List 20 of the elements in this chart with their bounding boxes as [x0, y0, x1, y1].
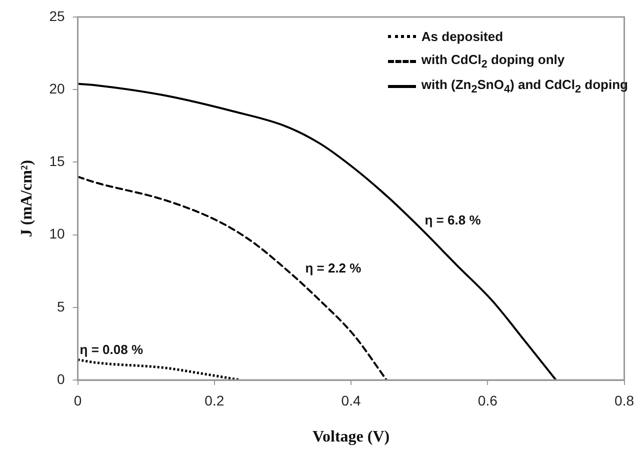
y-tick-label: 15	[49, 153, 65, 170]
x-tick-label: 0.4	[341, 392, 361, 408]
y-tick-label: 0	[56, 370, 65, 387]
y-tick-label: 25	[49, 8, 65, 24]
annotation: η = 6.8 %	[424, 212, 482, 228]
legend-label: with (Zn$_{2}$SnO$_{4}$) and CdCl$_{2}$ doping	[421, 77, 628, 96]
x-tick-label: 0.6	[478, 392, 498, 408]
y-tick-label: 5	[56, 298, 65, 314]
legend-label: with CdCl$_{2}$ doping only	[421, 52, 565, 71]
line-series	[78, 176, 388, 380]
x-tick-label: 0.8	[614, 392, 634, 408]
annotation: η = 2.2 %	[305, 260, 362, 276]
y-tick-label: 10	[49, 226, 65, 242]
y-tick-label: 20	[49, 80, 65, 96]
legend-label: As deposited	[421, 29, 504, 44]
x-tick-label: 0.2	[204, 392, 224, 408]
y-axis-title: J (mA/cm²)	[18, 160, 36, 238]
annotation: η = 0.08 %	[80, 342, 144, 357]
x-axis-title: Voltage (V)	[312, 428, 390, 446]
x-tick-label: 0	[74, 392, 82, 408]
